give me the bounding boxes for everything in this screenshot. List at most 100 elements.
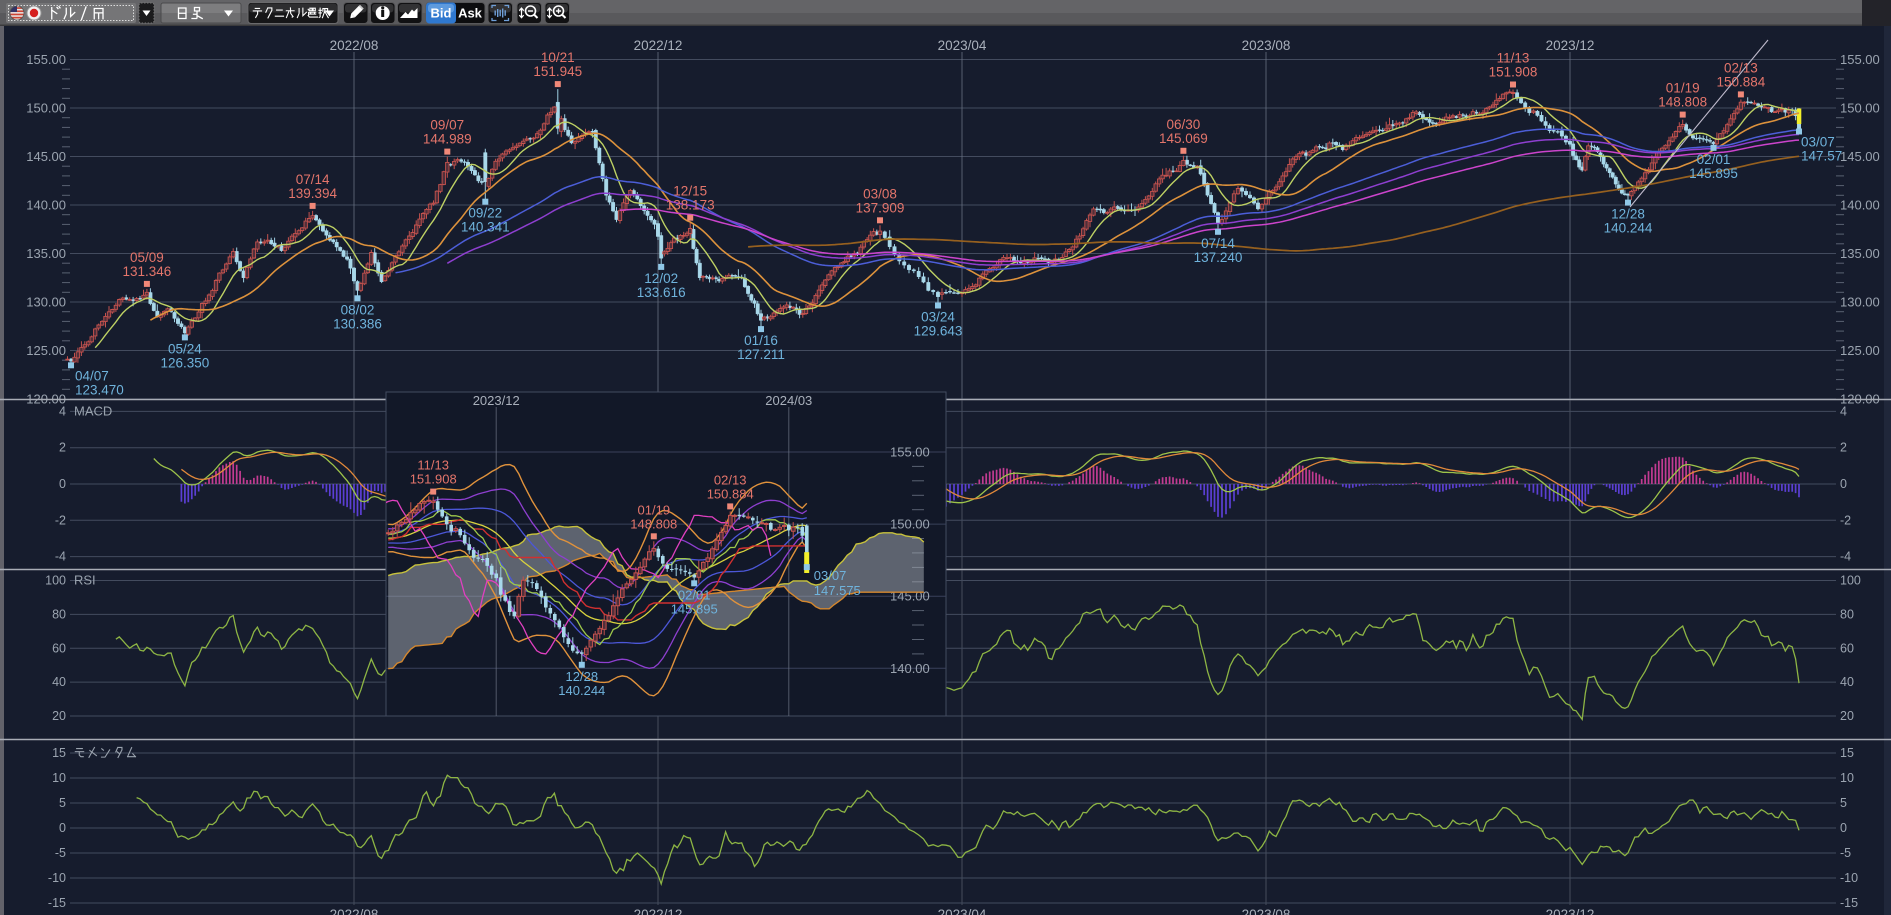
svg-text:04/07: 04/07 xyxy=(75,368,109,383)
svg-text:2022/08: 2022/08 xyxy=(330,38,379,53)
svg-text:20: 20 xyxy=(52,709,66,723)
svg-text:137.909: 137.909 xyxy=(856,200,905,215)
svg-text:138.173: 138.173 xyxy=(666,198,715,213)
svg-text:123.470: 123.470 xyxy=(75,382,124,397)
svg-text:130.00: 130.00 xyxy=(26,295,66,310)
svg-text:5: 5 xyxy=(1840,796,1847,810)
svg-text:155.00: 155.00 xyxy=(26,52,66,67)
svg-text:09/07: 09/07 xyxy=(430,118,464,133)
svg-text:135.00: 135.00 xyxy=(1840,246,1880,261)
svg-text:126.350: 126.350 xyxy=(160,355,209,370)
svg-text:137.240: 137.240 xyxy=(1194,250,1243,265)
svg-text:2022/12: 2022/12 xyxy=(634,907,683,915)
svg-text:80: 80 xyxy=(52,607,66,621)
svg-text:07/14: 07/14 xyxy=(296,172,330,187)
svg-text:40: 40 xyxy=(52,675,66,689)
svg-text:147.57: 147.57 xyxy=(1801,149,1842,164)
svg-text:130.00: 130.00 xyxy=(1840,295,1880,310)
svg-text:RSI: RSI xyxy=(74,573,96,588)
svg-text:01/19: 01/19 xyxy=(1666,81,1700,96)
svg-text:100: 100 xyxy=(45,574,66,588)
svg-text:-4: -4 xyxy=(1840,550,1851,564)
svg-text:12/28: 12/28 xyxy=(1611,207,1645,222)
svg-text:01/16: 01/16 xyxy=(744,333,778,348)
svg-text:-10: -10 xyxy=(48,871,66,885)
svg-text:11/13: 11/13 xyxy=(417,458,449,473)
svg-text:02/01: 02/01 xyxy=(678,587,711,602)
svg-text:139.394: 139.394 xyxy=(288,186,337,201)
svg-text:130.386: 130.386 xyxy=(333,316,382,331)
svg-text:2022/08: 2022/08 xyxy=(330,907,379,915)
svg-text:-4: -4 xyxy=(55,550,66,564)
svg-text:2023/04: 2023/04 xyxy=(938,38,987,53)
svg-text:02/13: 02/13 xyxy=(1724,60,1758,75)
svg-text:40: 40 xyxy=(1840,675,1854,689)
svg-text:0: 0 xyxy=(1840,821,1847,835)
svg-text:145.895: 145.895 xyxy=(671,601,718,616)
svg-text:2023/08: 2023/08 xyxy=(1242,907,1291,915)
svg-text:148.808: 148.808 xyxy=(1658,95,1707,110)
svg-text:151.908: 151.908 xyxy=(410,472,457,487)
svg-text:2023/12: 2023/12 xyxy=(473,393,520,408)
svg-text:-5: -5 xyxy=(55,846,66,860)
svg-text:09/22: 09/22 xyxy=(468,206,502,221)
svg-text:02/13: 02/13 xyxy=(714,472,747,487)
svg-text:135.00: 135.00 xyxy=(26,246,66,261)
svg-text:125.00: 125.00 xyxy=(1840,343,1880,358)
svg-text:140.244: 140.244 xyxy=(1604,221,1653,236)
svg-text:140.00: 140.00 xyxy=(890,661,930,676)
svg-text:03/07: 03/07 xyxy=(1801,135,1835,150)
svg-text:02/01: 02/01 xyxy=(1697,152,1731,167)
svg-text:03/07: 03/07 xyxy=(814,568,847,583)
svg-text:140.00: 140.00 xyxy=(1840,198,1880,213)
svg-text:03/24: 03/24 xyxy=(921,310,955,325)
svg-text:5: 5 xyxy=(59,796,66,810)
svg-text:100: 100 xyxy=(1840,574,1861,588)
svg-text:4: 4 xyxy=(1840,404,1847,418)
svg-text:145.069: 145.069 xyxy=(1159,131,1208,146)
svg-text:150.884: 150.884 xyxy=(707,486,754,501)
svg-text:0: 0 xyxy=(59,477,66,491)
svg-text:151.945: 151.945 xyxy=(533,64,582,79)
svg-text:60: 60 xyxy=(52,641,66,655)
svg-text:2: 2 xyxy=(1840,441,1847,455)
svg-text:2023/12: 2023/12 xyxy=(1546,907,1595,915)
svg-text:150.00: 150.00 xyxy=(1840,101,1880,116)
svg-text:15: 15 xyxy=(52,746,66,760)
svg-text:10: 10 xyxy=(52,771,66,785)
svg-text:125.00: 125.00 xyxy=(26,343,66,358)
svg-text:145.895: 145.895 xyxy=(1689,166,1738,181)
svg-text:140.00: 140.00 xyxy=(26,198,66,213)
svg-text:60: 60 xyxy=(1840,641,1854,655)
svg-text:10: 10 xyxy=(1840,771,1854,785)
svg-text:06/30: 06/30 xyxy=(1167,117,1201,132)
svg-text:-15: -15 xyxy=(48,896,66,910)
svg-text:20: 20 xyxy=(1840,709,1854,723)
svg-text:131.346: 131.346 xyxy=(122,264,171,279)
svg-text:12/15: 12/15 xyxy=(673,184,707,199)
svg-text:-2: -2 xyxy=(55,513,66,527)
svg-text:05/24: 05/24 xyxy=(168,341,202,356)
svg-text:151.908: 151.908 xyxy=(1489,65,1538,80)
svg-text:15: 15 xyxy=(1840,746,1854,760)
svg-text:08/02: 08/02 xyxy=(341,302,375,317)
svg-text:-15: -15 xyxy=(1840,896,1858,910)
svg-text:127.211: 127.211 xyxy=(737,347,785,362)
svg-text:2024/03: 2024/03 xyxy=(765,393,812,408)
svg-text:11/13: 11/13 xyxy=(1497,51,1530,66)
svg-text:147.575: 147.575 xyxy=(814,583,861,598)
svg-text:140.244: 140.244 xyxy=(558,683,605,698)
svg-text:0: 0 xyxy=(59,821,66,835)
svg-text:10/21: 10/21 xyxy=(541,50,575,65)
svg-text:0: 0 xyxy=(1840,477,1847,491)
svg-text:03/08: 03/08 xyxy=(863,186,897,201)
svg-text:145.00: 145.00 xyxy=(26,149,66,164)
svg-text:80: 80 xyxy=(1840,607,1854,621)
svg-text:-2: -2 xyxy=(1840,513,1851,527)
svg-text:155.00: 155.00 xyxy=(890,445,930,460)
svg-text:07/14: 07/14 xyxy=(1201,236,1235,251)
svg-text:MACD: MACD xyxy=(74,403,112,418)
svg-text:150.00: 150.00 xyxy=(890,517,930,532)
svg-text:148.808: 148.808 xyxy=(630,516,677,531)
svg-text:2023/08: 2023/08 xyxy=(1242,38,1291,53)
